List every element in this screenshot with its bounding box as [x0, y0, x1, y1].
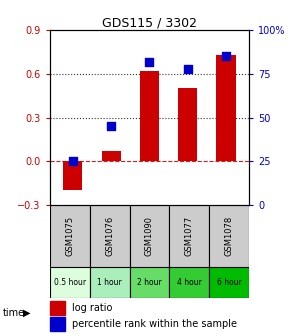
Bar: [50, 267, 90, 298]
Text: GSM1075: GSM1075: [65, 216, 74, 256]
Bar: [130, 267, 169, 298]
Bar: [178, 88, 197, 161]
Point: [109, 124, 113, 129]
Point: [147, 59, 152, 65]
Text: 1 hour: 1 hour: [97, 278, 122, 287]
Text: 6 hour: 6 hour: [217, 278, 241, 287]
Bar: [169, 205, 209, 267]
Text: 4 hour: 4 hour: [177, 278, 202, 287]
Text: GSM1078: GSM1078: [225, 216, 234, 256]
Bar: [50, 205, 90, 267]
Bar: [63, 161, 82, 190]
Point: [70, 159, 75, 164]
Bar: [140, 71, 159, 161]
Text: 0.5 hour: 0.5 hour: [54, 278, 86, 287]
Bar: [209, 205, 249, 267]
Text: ▶: ▶: [23, 308, 30, 318]
Text: GSM1076: GSM1076: [105, 216, 114, 256]
Bar: [217, 55, 236, 161]
Text: time: time: [3, 308, 25, 318]
Bar: [209, 267, 249, 298]
Text: GSM1090: GSM1090: [145, 216, 154, 256]
Bar: [90, 267, 130, 298]
Bar: [50, 301, 65, 315]
Title: GDS115 / 3302: GDS115 / 3302: [102, 16, 197, 29]
Bar: [90, 205, 130, 267]
Text: log ratio: log ratio: [72, 303, 112, 313]
Bar: [130, 205, 169, 267]
Bar: [102, 151, 121, 161]
Text: percentile rank within the sample: percentile rank within the sample: [72, 319, 237, 329]
Bar: [169, 267, 209, 298]
Bar: [50, 317, 65, 331]
Text: GSM1077: GSM1077: [185, 216, 194, 256]
Point: [185, 66, 190, 71]
Text: 2 hour: 2 hour: [137, 278, 162, 287]
Point: [224, 54, 229, 59]
